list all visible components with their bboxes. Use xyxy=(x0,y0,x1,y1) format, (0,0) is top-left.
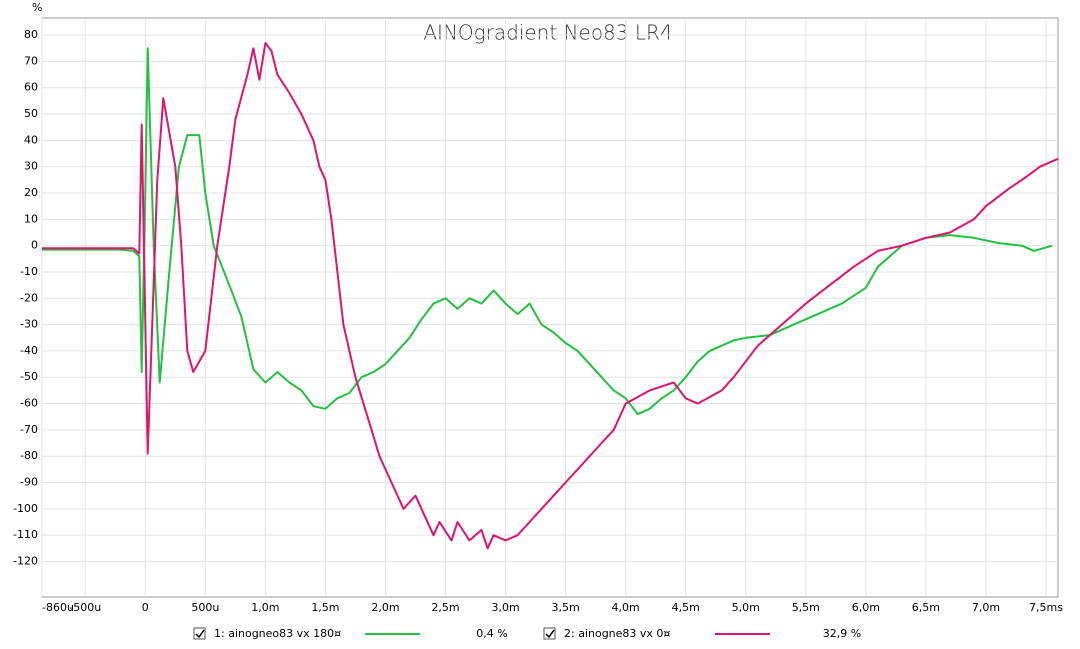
y-tick-label: 80 xyxy=(24,28,38,41)
y-tick-label: 0 xyxy=(31,239,38,252)
y-tick-label: 20 xyxy=(24,186,38,199)
y-tick-label: -90 xyxy=(20,476,38,489)
y-axis-label: % xyxy=(32,1,42,14)
y-tick-label: -70 xyxy=(20,423,38,436)
legend-checkmark xyxy=(545,629,555,639)
chart-title: AINOgradient Neo83 LR4 xyxy=(423,21,672,45)
y-tick-label: 60 xyxy=(24,81,38,94)
legend-readout: 32,9 % xyxy=(823,627,861,640)
y-tick-label: -100 xyxy=(13,502,38,515)
series-line xyxy=(42,47,1053,416)
x-tick-label: 1,5m xyxy=(311,601,339,614)
x-tick-label: 4,5m xyxy=(672,601,700,614)
legend-checkmark xyxy=(195,629,205,639)
y-tick-label: -110 xyxy=(13,528,38,541)
x-tick-label: -860u xyxy=(42,601,74,614)
y-tick-label: 10 xyxy=(24,212,38,225)
legend-checkbox[interactable] xyxy=(193,627,206,640)
x-tick-label: 7,5ms xyxy=(1029,601,1063,614)
x-tick-label: 2,0m xyxy=(371,601,399,614)
x-tick-label: 500u xyxy=(191,601,219,614)
y-tick-label: 50 xyxy=(24,107,38,120)
x-tick-label: 6,0m xyxy=(852,601,880,614)
x-tick-label: 0 xyxy=(142,601,149,614)
x-tick-label: 5,5m xyxy=(792,601,820,614)
legend-label: 1: ainogneo83 vx 180¤ xyxy=(214,627,341,640)
y-tick-label: 70 xyxy=(24,54,38,67)
x-tick-label: 2,5m xyxy=(431,601,459,614)
y-tick-label: -120 xyxy=(13,554,38,567)
x-tick-label: 3,5m xyxy=(552,601,580,614)
y-tick-label: -60 xyxy=(20,397,38,410)
series-line xyxy=(42,42,1059,550)
x-tick-label: 3,0m xyxy=(491,601,519,614)
x-tick-label: -500u xyxy=(69,601,101,614)
x-tick-label: 5,0m xyxy=(732,601,760,614)
legend-label: 2: ainogne83 vx 0¤ xyxy=(564,627,670,640)
plot-area xyxy=(41,17,1059,598)
y-tick-label: -20 xyxy=(20,291,38,304)
y-tick-label: 30 xyxy=(24,160,38,173)
y-tick-label: -30 xyxy=(20,318,38,331)
x-tick-label: 4,0m xyxy=(612,601,640,614)
legend-readout: 0,4 % xyxy=(476,627,507,640)
y-tick-label: -80 xyxy=(20,449,38,462)
x-tick-label: 1,0m xyxy=(251,601,279,614)
legend-checkbox[interactable] xyxy=(543,627,556,640)
x-tick-label: 6,5m xyxy=(912,601,940,614)
y-tick-label: 40 xyxy=(24,133,38,146)
y-tick-label: -50 xyxy=(20,370,38,383)
y-tick-label: -40 xyxy=(20,344,38,357)
y-tick-label: -10 xyxy=(20,265,38,278)
x-tick-label: 7,0m xyxy=(972,601,1000,614)
